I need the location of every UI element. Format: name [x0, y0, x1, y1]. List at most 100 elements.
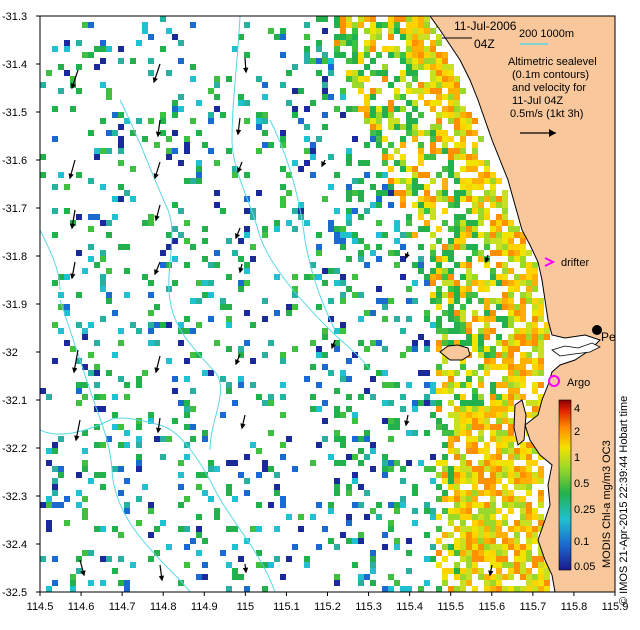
chl-pixel [442, 94, 448, 100]
chl-pixel [334, 52, 340, 58]
chl-pixel [454, 568, 460, 574]
chl-pixel [502, 514, 508, 520]
chl-pixel [124, 580, 130, 586]
chl-pixel [328, 502, 334, 508]
chl-pixel [418, 160, 424, 166]
chl-pixel [358, 250, 364, 256]
chl-pixel [436, 298, 442, 304]
chl-pixel [418, 226, 424, 232]
chl-pixel [484, 460, 490, 466]
chl-pixel [544, 334, 550, 340]
chl-pixel [370, 58, 376, 64]
scale-label: 200 1000m [519, 28, 574, 40]
y-tick-label: -31.7 [2, 203, 27, 215]
chl-pixel [466, 466, 472, 472]
chl-pixel [514, 250, 520, 256]
chl-pixel [394, 118, 400, 124]
chl-pixel [538, 340, 544, 346]
chl-pixel [490, 364, 496, 370]
chl-pixel [58, 172, 64, 178]
chl-pixel [340, 34, 346, 40]
chl-pixel [130, 196, 136, 202]
chl-pixel [508, 268, 514, 274]
chl-pixel [364, 430, 370, 436]
chl-pixel [538, 298, 544, 304]
chl-pixel [352, 76, 358, 82]
chl-pixel [76, 214, 82, 220]
chl-pixel [382, 22, 388, 28]
chl-pixel [376, 220, 382, 226]
chl-pixel [472, 490, 478, 496]
x-tick-label: 114.9 [191, 601, 218, 613]
chl-pixel [106, 556, 112, 562]
chl-pixel [40, 82, 46, 88]
chl-pixel [382, 190, 388, 196]
chl-pixel [382, 112, 388, 118]
chl-pixel [460, 184, 466, 190]
chl-pixel [112, 424, 118, 430]
chl-pixel [490, 478, 496, 484]
chl-pixel [466, 340, 472, 346]
chl-pixel [94, 340, 100, 346]
chl-pixel [430, 466, 436, 472]
chl-pixel [388, 298, 394, 304]
velocity-arrow-head [152, 77, 158, 84]
chl-pixel [40, 502, 46, 508]
chl-pixel [502, 556, 508, 562]
chl-pixel [520, 256, 526, 262]
chl-pixel [406, 550, 412, 556]
chl-pixel [478, 250, 484, 256]
chl-pixel [442, 70, 448, 76]
chl-pixel [388, 82, 394, 88]
chl-pixel [502, 202, 508, 208]
chl-pixel [466, 406, 472, 412]
chl-pixel [382, 304, 388, 310]
chl-pixel [376, 340, 382, 346]
chl-pixel [400, 58, 406, 64]
chl-pixel [436, 322, 442, 328]
chl-pixel [454, 454, 460, 460]
chl-pixel [412, 16, 418, 22]
chl-pixel [100, 472, 106, 478]
chl-pixel [52, 502, 58, 508]
chl-pixel [442, 466, 448, 472]
chl-pixel [394, 124, 400, 130]
colorbar-tick-label: 0.05 [574, 561, 595, 573]
chl-pixel [358, 448, 364, 454]
chl-pixel [496, 586, 502, 592]
chl-pixel [352, 22, 358, 28]
chl-pixel [424, 466, 430, 472]
chl-pixel [322, 28, 328, 34]
chl-pixel [502, 406, 508, 412]
chl-pixel [448, 568, 454, 574]
chl-pixel [442, 358, 448, 364]
chl-pixel [502, 220, 508, 226]
chl-pixel [424, 502, 430, 508]
chl-pixel [508, 346, 514, 352]
chl-pixel [490, 544, 496, 550]
chl-pixel [484, 190, 490, 196]
chl-pixel [508, 448, 514, 454]
chl-pixel [394, 148, 400, 154]
chl-pixel [118, 328, 124, 334]
chl-pixel [76, 568, 82, 574]
chl-pixel [466, 430, 472, 436]
chl-pixel [460, 124, 466, 130]
chl-pixel [478, 490, 484, 496]
chl-pixel [412, 172, 418, 178]
chl-pixel [280, 202, 286, 208]
chl-pixel [478, 478, 484, 484]
chl-pixel [532, 562, 538, 568]
chl-pixel [334, 340, 340, 346]
chl-pixel [376, 244, 382, 250]
chl-pixel [250, 322, 256, 328]
chl-pixel [250, 358, 256, 364]
chl-pixel [442, 580, 448, 586]
chl-pixel [94, 262, 100, 268]
chl-pixel [100, 580, 106, 586]
chl-pixel [352, 58, 358, 64]
chl-pixel [412, 130, 418, 136]
chl-pixel [412, 88, 418, 94]
chl-pixel [370, 34, 376, 40]
chl-pixel [514, 562, 520, 568]
